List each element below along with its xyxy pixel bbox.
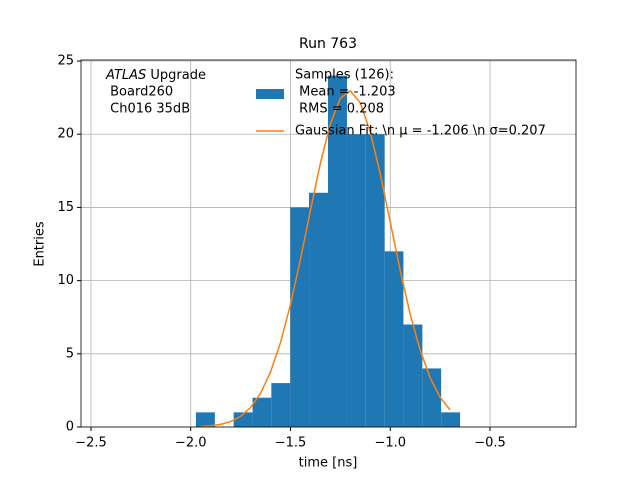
bar bbox=[441, 412, 461, 427]
y-tick-label: 0 bbox=[66, 420, 74, 435]
annotation: ATLAS Upgrade bbox=[105, 68, 206, 83]
bar bbox=[309, 192, 329, 427]
bar bbox=[422, 368, 442, 427]
x-tick-label: −2.5 bbox=[75, 436, 107, 451]
bar bbox=[271, 383, 291, 427]
annotation-line: Upgrade bbox=[146, 68, 206, 83]
legend-stat: RMS = 0.208 bbox=[295, 102, 384, 117]
fit-line bbox=[200, 89, 451, 428]
y-axis-label: Entries bbox=[33, 221, 48, 267]
bar bbox=[403, 324, 423, 427]
bar bbox=[384, 251, 404, 427]
annotation-line: Ch016 35dB bbox=[106, 102, 190, 117]
legend-label: Samples (126): bbox=[295, 68, 394, 83]
bar bbox=[233, 412, 253, 427]
legend-label: Gaussian Fit: \n μ = -1.206 \n σ=0.207 bbox=[295, 124, 546, 139]
annotation-line: Board260 bbox=[106, 85, 173, 100]
legend-swatch bbox=[256, 89, 284, 99]
y-tick-label: 20 bbox=[57, 127, 74, 142]
x-tick-label: −2.0 bbox=[175, 436, 207, 451]
x-axis-label: time [ns] bbox=[299, 456, 358, 471]
bar bbox=[328, 75, 347, 427]
chart-title: Run 763 bbox=[299, 36, 357, 52]
plot-frame bbox=[80, 59, 577, 428]
x-tick-label: −1.0 bbox=[374, 436, 406, 451]
legend-stat: Mean = -1.203 bbox=[295, 85, 396, 100]
x-tick-label: −1.5 bbox=[275, 436, 307, 451]
bar bbox=[365, 134, 385, 427]
annotation-italic: ATLAS bbox=[105, 68, 146, 83]
bar bbox=[346, 134, 366, 427]
x-tick-label: −0.5 bbox=[474, 436, 506, 451]
y-tick-label: 15 bbox=[57, 200, 74, 215]
y-tick-label: 5 bbox=[66, 346, 74, 361]
y-tick-label: 25 bbox=[57, 54, 74, 69]
bar bbox=[195, 412, 215, 427]
bar bbox=[290, 207, 310, 427]
bar bbox=[252, 397, 272, 427]
y-tick-label: 10 bbox=[57, 273, 74, 288]
